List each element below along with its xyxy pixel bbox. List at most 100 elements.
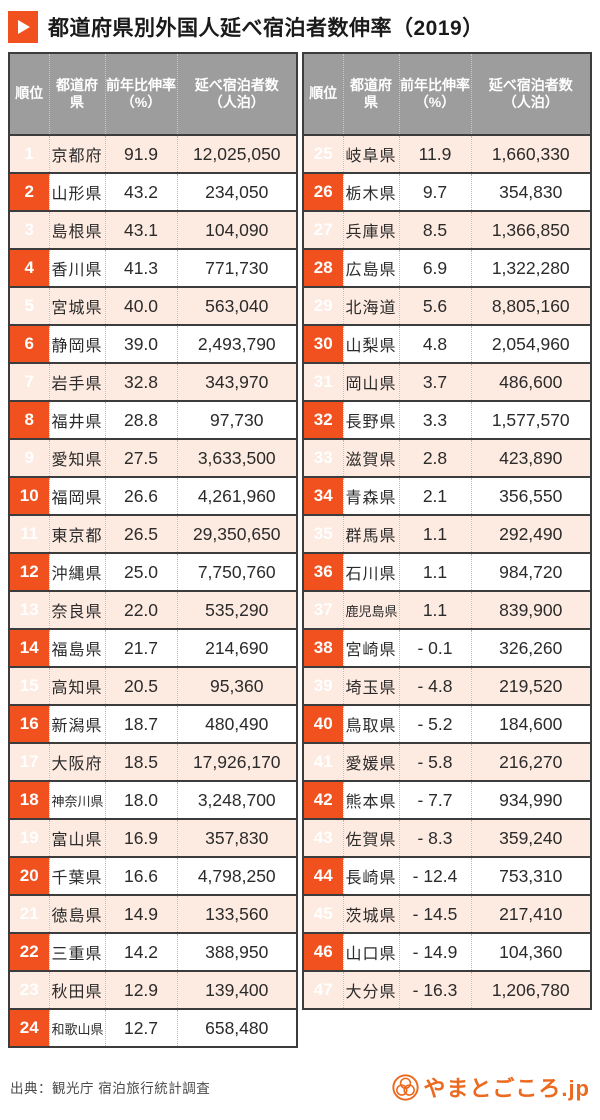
nights-cell: 356,550 (470, 476, 591, 515)
nights-cell: 95,360 (176, 666, 297, 705)
col-header-growth: 前年比伸率 （%） (398, 53, 471, 135)
nights-cell: 133,560 (176, 894, 297, 933)
prefecture-cell: 高知県 (48, 666, 105, 705)
nights-cell: 1,366,850 (470, 210, 591, 249)
prefecture-cell: 青森県 (342, 476, 399, 515)
nights-cell: 2,054,960 (470, 324, 591, 363)
col-header-rank: 順位 (303, 53, 343, 135)
rank-cell: 2 (9, 172, 49, 211)
table-row: 1 京都府 91.9 12,025,050 (9, 134, 297, 173)
col-header-prefecture: 都道府県 (48, 53, 105, 135)
growth-cell: 32.8 (104, 362, 177, 401)
growth-cell: 5.6 (398, 286, 471, 325)
rank-cell: 7 (9, 362, 49, 401)
nights-cell: 658,480 (176, 1008, 297, 1047)
col-header-growth: 前年比伸率 （%） (104, 53, 177, 135)
table-row: 12 沖縄県 25.0 7,750,760 (9, 552, 297, 591)
growth-cell: 9.7 (398, 172, 471, 211)
rank-cell: 4 (9, 248, 49, 287)
nights-cell: 8,805,160 (470, 286, 591, 325)
prefecture-cell: 茨城県 (342, 894, 399, 933)
rank-cell: 45 (303, 894, 343, 933)
footer: 出典：観光庁 宿泊旅行統計調査 やまとごころ.jp (0, 1066, 600, 1120)
nights-cell: 12,025,050 (176, 134, 297, 173)
growth-cell: 25.0 (104, 552, 177, 591)
growth-cell: - 8.3 (398, 818, 471, 857)
rank-cell: 34 (303, 476, 343, 515)
nights-cell: 234,050 (176, 172, 297, 211)
col-header-rank: 順位 (9, 53, 49, 135)
rank-cell: 22 (9, 932, 49, 971)
growth-cell: 3.3 (398, 400, 471, 439)
growth-cell: 26.5 (104, 514, 177, 553)
table-row: 30 山梨県 4.8 2,054,960 (303, 324, 591, 363)
growth-cell: - 7.7 (398, 780, 471, 819)
table-row: 5 宮城県 40.0 563,040 (9, 286, 297, 325)
growth-cell: 40.0 (104, 286, 177, 325)
rank-cell: 9 (9, 438, 49, 477)
prefecture-cell: 福岡県 (48, 476, 105, 515)
ranking-table-right: 順位 都道府県 前年比伸率 （%） 延べ宿泊者数 （人泊） 25 岐阜県 11.9 1… (302, 52, 592, 1010)
prefecture-cell: 石川県 (342, 552, 399, 591)
rank-cell: 41 (303, 742, 343, 781)
prefecture-cell: 新潟県 (48, 704, 105, 743)
growth-cell: 12.7 (104, 1008, 177, 1047)
nights-cell: 771,730 (176, 248, 297, 287)
prefecture-cell: 静岡県 (48, 324, 105, 363)
nights-cell: 343,970 (176, 362, 297, 401)
growth-cell: 20.5 (104, 666, 177, 705)
rank-cell: 6 (9, 324, 49, 363)
table-row: 31 岡山県 3.7 486,600 (303, 362, 591, 401)
rank-cell: 12 (9, 552, 49, 591)
table-row: 14 福島県 21.7 214,690 (9, 628, 297, 667)
growth-cell: - 0.1 (398, 628, 471, 667)
table-row: 41 愛媛県 - 5.8 216,270 (303, 742, 591, 781)
table-row: 34 青森県 2.1 356,550 (303, 476, 591, 515)
prefecture-cell: 愛媛県 (342, 742, 399, 781)
table-row: 42 熊本県 - 7.7 934,990 (303, 780, 591, 819)
nights-cell: 326,260 (470, 628, 591, 667)
nights-cell: 7,750,760 (176, 552, 297, 591)
table-row: 7 岩手県 32.8 343,970 (9, 362, 297, 401)
prefecture-cell: 鹿児島県 (342, 590, 399, 629)
nights-cell: 17,926,170 (176, 742, 297, 781)
table-row: 19 富山県 16.9 357,830 (9, 818, 297, 857)
prefecture-cell: 兵庫県 (342, 210, 399, 249)
growth-cell: 43.2 (104, 172, 177, 211)
growth-cell: 18.0 (104, 780, 177, 819)
tables-container: 順位 都道府県 前年比伸率 （%） 延べ宿泊者数 （人泊） 1 京都府 91.9 12… (0, 52, 600, 1048)
prefecture-cell: 三重県 (48, 932, 105, 971)
nights-cell: 3,633,500 (176, 438, 297, 477)
nights-cell: 219,520 (470, 666, 591, 705)
rank-cell: 35 (303, 514, 343, 553)
growth-cell: 18.7 (104, 704, 177, 743)
rank-cell: 39 (303, 666, 343, 705)
table-row: 24 和歌山県 12.7 658,480 (9, 1008, 297, 1047)
prefecture-cell: 山口県 (342, 932, 399, 971)
growth-cell: 1.1 (398, 552, 471, 591)
nights-cell: 388,950 (176, 932, 297, 971)
table-row: 47 大分県 - 16.3 1,206,780 (303, 970, 591, 1009)
rank-cell: 33 (303, 438, 343, 477)
growth-cell: 3.7 (398, 362, 471, 401)
growth-cell: 22.0 (104, 590, 177, 629)
source-note: 出典：観光庁 宿泊旅行統計調査 (10, 1081, 211, 1096)
prefecture-cell: 鳥取県 (342, 704, 399, 743)
prefecture-cell: 長崎県 (342, 856, 399, 895)
growth-cell: - 4.8 (398, 666, 471, 705)
table-row: 18 神奈川県 18.0 3,248,700 (9, 780, 297, 819)
growth-cell: - 12.4 (398, 856, 471, 895)
nights-cell: 2,493,790 (176, 324, 297, 363)
growth-cell: 8.5 (398, 210, 471, 249)
logo-mark-icon (392, 1073, 419, 1101)
table-row: 13 奈良県 22.0 535,290 (9, 590, 297, 629)
table-row: 2 山形県 43.2 234,050 (9, 172, 297, 211)
prefecture-cell: 北海道 (342, 286, 399, 325)
prefecture-cell: 富山県 (48, 818, 105, 857)
growth-cell: - 16.3 (398, 970, 471, 1009)
rank-cell: 24 (9, 1008, 49, 1047)
header-row: 順位 都道府県 前年比伸率 （%） 延べ宿泊者数 （人泊） (9, 53, 297, 135)
rank-cell: 18 (9, 780, 49, 819)
col-header-nights: 延べ宿泊者数 （人泊） (470, 53, 591, 135)
col-header-prefecture: 都道府県 (342, 53, 399, 135)
